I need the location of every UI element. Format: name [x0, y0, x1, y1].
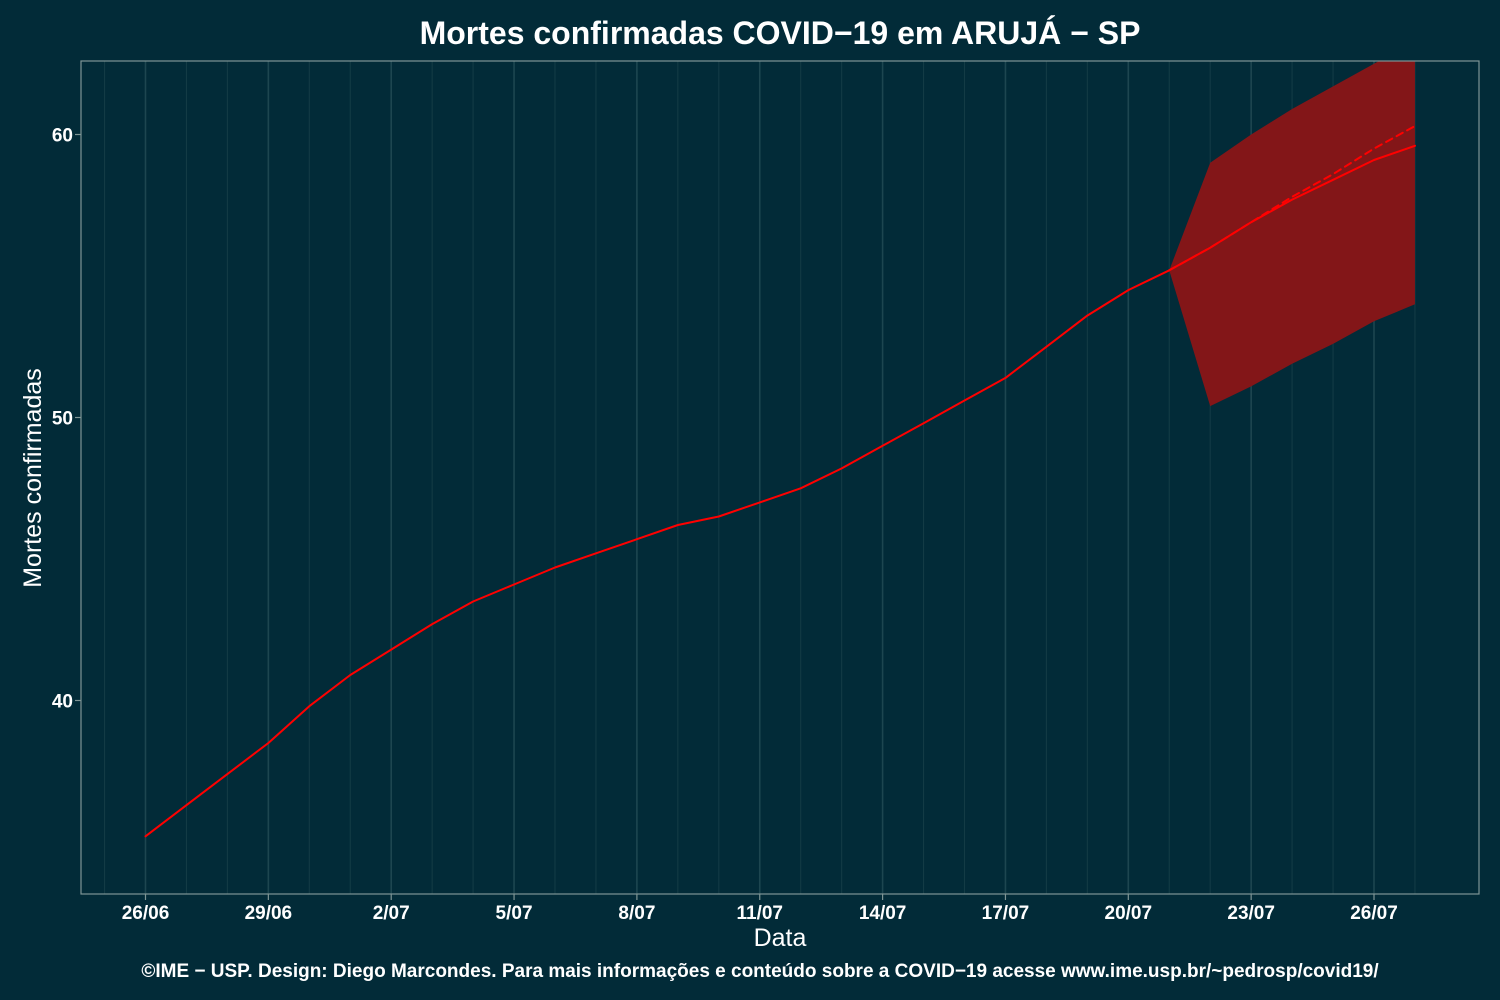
x-axis-ticks: 26/06 29/06 2/07 5/07 8/07 11/07 14/07 17/07 20/… — [122, 894, 1398, 924]
observed-deaths-line — [144, 269, 1171, 838]
x-tick-label: 11/07 — [737, 903, 784, 924]
footer-credit: ©IME − USP. Design: Diego Marcondes. Par… — [141, 961, 1379, 982]
y-tick-label: 50 — [52, 409, 73, 430]
x-tick-label: 26/06 — [122, 903, 170, 924]
x-tick-label: 5/07 — [496, 903, 533, 924]
x-tick-label: 14/07 — [859, 903, 907, 924]
y-axis-ticks: 40 50 60 — [52, 126, 81, 713]
prediction-interval-band — [1169, 61, 1415, 407]
y-tick-label: 60 — [52, 126, 73, 147]
x-tick-label: 20/07 — [1105, 903, 1153, 924]
x-tick-label: 8/07 — [618, 903, 655, 924]
x-tick-label: 2/07 — [373, 903, 410, 924]
x-axis-label: Data — [754, 924, 807, 952]
forecast-median-line — [1168, 144, 1416, 272]
forecast-mean-dashed-line — [1168, 125, 1416, 272]
x-tick-label: 26/07 — [1350, 903, 1398, 924]
plot-area: 26/06 29/06 2/07 5/07 8/07 11/07 14/07 17/07 20/… — [52, 60, 1480, 924]
x-tick-label: 17/07 — [982, 903, 1030, 924]
plot-panel-border — [80, 60, 1480, 895]
y-tick-label: 40 — [52, 692, 73, 713]
chart-title: Mortes confirmadas COVID−19 em ARUJÁ − S… — [420, 15, 1141, 51]
x-tick-label: 23/07 — [1227, 903, 1275, 924]
x-tick-label: 29/06 — [245, 903, 293, 924]
gridlines — [104, 61, 1416, 894]
y-axis-label: Mortes confirmadas — [19, 368, 47, 588]
plot-marks — [144, 61, 1416, 838]
